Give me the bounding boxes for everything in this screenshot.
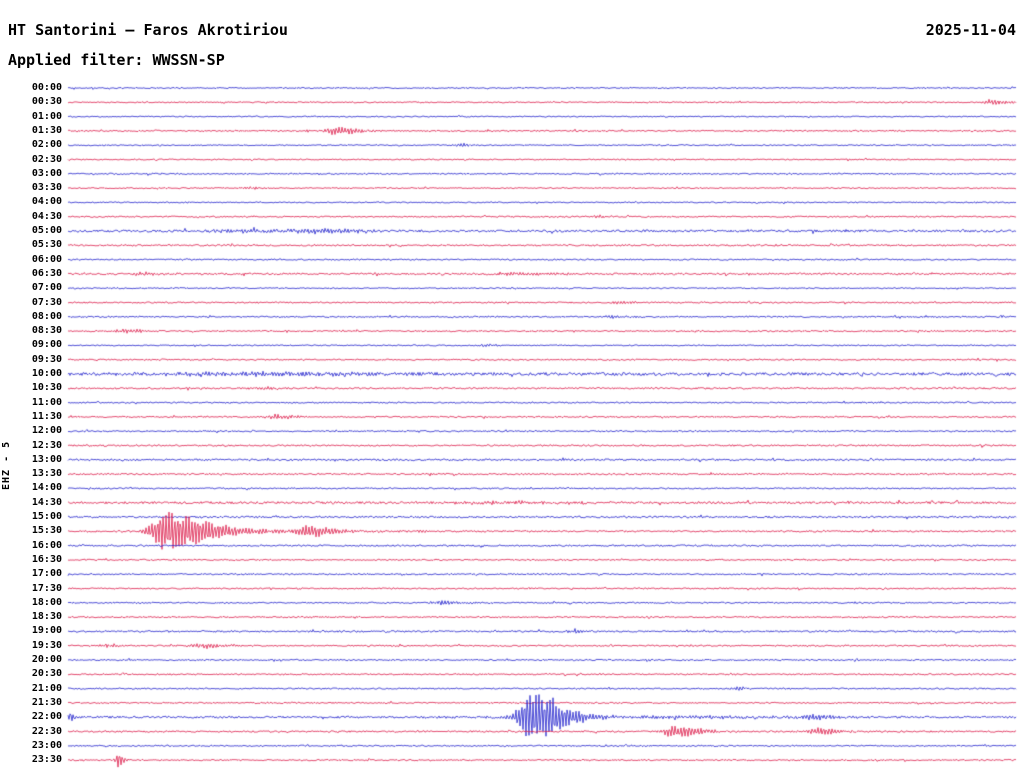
time-label: 16:30 xyxy=(31,553,62,565)
time-label: 04:30 xyxy=(31,210,62,222)
time-label: 08:00 xyxy=(31,310,62,322)
time-label: 15:30 xyxy=(31,525,62,537)
time-label: 00:00 xyxy=(31,82,62,93)
time-label: 08:30 xyxy=(31,325,62,337)
time-label: 03:00 xyxy=(31,167,62,179)
time-label: 01:30 xyxy=(31,124,62,136)
station-title: HT Santorini — Faros Akrotiriou xyxy=(8,21,288,39)
time-label: 20:30 xyxy=(31,668,62,680)
time-label: 16:00 xyxy=(31,539,62,551)
time-label: 13:00 xyxy=(31,453,62,465)
time-label: 10:00 xyxy=(31,368,62,379)
time-label: 14:30 xyxy=(31,496,62,508)
time-label: 01:00 xyxy=(31,110,62,122)
time-label: 19:30 xyxy=(31,639,62,651)
time-label: 12:30 xyxy=(31,439,62,451)
filter-label: Applied filter: WWSSN-SP xyxy=(8,51,225,69)
time-label: 02:00 xyxy=(31,139,62,151)
time-label: 20:00 xyxy=(31,654,62,665)
time-label: 19:00 xyxy=(31,625,62,637)
time-label: 09:30 xyxy=(31,353,62,365)
time-label: 04:00 xyxy=(31,196,62,208)
time-label: 13:30 xyxy=(31,468,62,480)
record-date: 2025-11-04 xyxy=(925,21,1016,39)
time-label: 17:30 xyxy=(31,582,62,594)
channel-axis-label: EHZ - 5 xyxy=(1,440,12,490)
time-label: 12:00 xyxy=(31,425,62,437)
time-label: 22:30 xyxy=(31,725,62,737)
time-label: 17:00 xyxy=(31,568,62,580)
time-label: 18:00 xyxy=(31,596,62,608)
time-label: 07:00 xyxy=(31,282,62,294)
time-label: 23:00 xyxy=(31,739,62,751)
time-label: 07:30 xyxy=(31,296,62,308)
time-label: 23:30 xyxy=(31,754,62,766)
time-label: 21:30 xyxy=(31,696,62,708)
time-label: 00:30 xyxy=(31,96,62,108)
time-label: 11:00 xyxy=(31,396,62,408)
time-label: 05:00 xyxy=(31,225,62,236)
time-label: 10:30 xyxy=(31,382,62,394)
time-label: 11:30 xyxy=(31,410,62,422)
time-label: 02:30 xyxy=(31,153,62,165)
time-label: 03:30 xyxy=(31,182,62,194)
time-label: 14:00 xyxy=(31,482,62,494)
time-label: 18:30 xyxy=(31,611,62,623)
time-label: 22:00 xyxy=(31,711,62,723)
time-label: 21:00 xyxy=(31,682,62,694)
time-label: 06:00 xyxy=(31,253,62,265)
time-label: 09:00 xyxy=(31,339,62,351)
time-label: 15:00 xyxy=(31,511,62,522)
time-label: 06:30 xyxy=(31,267,62,279)
time-label: 05:30 xyxy=(31,239,62,251)
